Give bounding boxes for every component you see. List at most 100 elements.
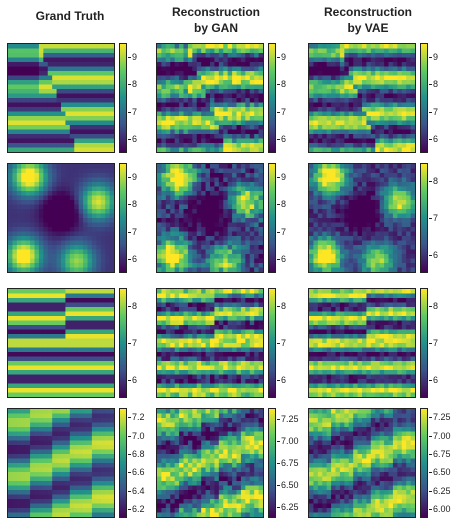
heatmap-cell	[47, 182, 53, 188]
heatmap-cell	[205, 311, 211, 317]
heatmap-cell	[91, 204, 97, 210]
heatmap-cell	[201, 168, 207, 174]
heatmap-cell	[165, 204, 171, 210]
heatmap-cell	[65, 75, 71, 81]
heatmap-cell	[74, 352, 80, 358]
heatmap-cell	[258, 191, 263, 197]
heatmap-cell	[397, 307, 403, 313]
heatmap-cell	[196, 227, 202, 233]
heatmap-cell	[192, 204, 198, 210]
heatmap-cell	[406, 316, 412, 322]
heatmap-cell	[83, 236, 89, 242]
heatmap-cell	[410, 311, 415, 317]
heatmap-cell	[375, 209, 381, 215]
heatmap-cell	[187, 343, 193, 349]
heatmap-cell	[326, 213, 332, 219]
heatmap-cell	[375, 240, 381, 246]
heatmap-cell	[384, 48, 390, 54]
heatmap-cell	[313, 222, 319, 228]
heatmap-cell	[47, 186, 53, 192]
heatmap-cell	[326, 218, 332, 224]
heatmap-cell	[161, 66, 167, 72]
heatmap-cell	[249, 388, 255, 394]
heatmap-cell	[91, 338, 97, 344]
heatmap-cell	[205, 209, 211, 215]
heatmap-cell	[322, 227, 328, 233]
heatmap-cell	[30, 120, 36, 126]
heatmap-cell	[353, 343, 359, 349]
heatmap-cell	[78, 236, 84, 242]
heatmap-cell	[170, 249, 176, 255]
heatmap-cell	[87, 186, 93, 192]
heatmap-cell	[223, 125, 229, 131]
heatmap-cell	[38, 352, 44, 358]
heatmap-cell	[179, 316, 185, 322]
heatmap-cell	[30, 84, 36, 90]
heatmap-cell	[170, 356, 176, 362]
heatmap-cell	[258, 334, 263, 340]
heatmap-cell	[187, 195, 193, 201]
heatmap-cell	[8, 57, 14, 63]
heatmap-cell	[317, 320, 323, 326]
heatmap-cell	[223, 98, 229, 104]
heatmap-cell	[366, 334, 372, 340]
heatmap-cell	[96, 164, 102, 170]
heatmap-cell	[317, 218, 323, 224]
heatmap-cell	[47, 98, 53, 104]
heatmap-cell	[214, 138, 220, 144]
heatmap-cell	[165, 227, 171, 233]
heatmap-cell	[96, 168, 102, 174]
heatmap-cell	[258, 383, 263, 389]
heatmap-cell	[109, 263, 114, 269]
heatmap-cell	[240, 311, 246, 317]
heatmap-cell	[21, 116, 27, 122]
heatmap-cell	[192, 392, 198, 397]
heatmap-cell	[34, 75, 40, 81]
heatmap-cell	[210, 71, 216, 77]
heatmap-cell	[65, 258, 71, 264]
heatmap-cell	[61, 263, 67, 269]
heatmap-cell	[335, 173, 341, 179]
heatmap-cell	[78, 164, 84, 170]
heatmap-cell	[236, 370, 242, 376]
heatmap-cell	[388, 231, 394, 237]
heatmap-cell	[397, 111, 403, 117]
heatmap-cell	[21, 57, 27, 63]
heatmap-cell	[227, 374, 233, 380]
heatmap-cell	[100, 329, 106, 335]
heatmap-cell	[322, 325, 328, 331]
heatmap-cell	[335, 134, 341, 140]
heatmap-cell	[317, 71, 323, 77]
colorbar-tick-label: 8	[428, 79, 439, 90]
heatmap-cell	[25, 57, 31, 63]
heatmap-cell	[87, 66, 93, 72]
heatmap-cell	[401, 134, 407, 140]
heatmap-cell	[309, 164, 315, 170]
heatmap-cell	[30, 267, 36, 272]
heatmap-cell	[236, 107, 242, 113]
heatmap-cell	[392, 249, 398, 255]
heatmap-cell	[161, 263, 167, 269]
heatmap-cell	[384, 227, 390, 233]
heatmap-cell	[379, 227, 385, 233]
heatmap-cell	[317, 231, 323, 237]
heatmap-cell	[335, 218, 341, 224]
heatmap-cell	[12, 343, 18, 349]
heatmap-cell	[388, 143, 394, 149]
heatmap-cell	[201, 379, 207, 385]
heatmap-cell	[187, 245, 193, 251]
heatmap-cell	[201, 66, 207, 72]
heatmap-cell	[105, 334, 111, 340]
heatmap-cell	[30, 177, 36, 183]
heatmap-cell	[227, 302, 233, 308]
heatmap-cell	[348, 204, 354, 210]
heatmap-cell	[183, 111, 189, 117]
heatmap-cell	[254, 57, 260, 63]
heatmap-cell	[25, 356, 31, 362]
heatmap-cell	[370, 191, 376, 197]
heatmap-cell	[192, 111, 198, 117]
heatmap-cell	[322, 147, 328, 152]
heatmap-cell	[205, 48, 211, 54]
heatmap-cell	[348, 143, 354, 149]
heatmap-cell	[65, 374, 71, 380]
